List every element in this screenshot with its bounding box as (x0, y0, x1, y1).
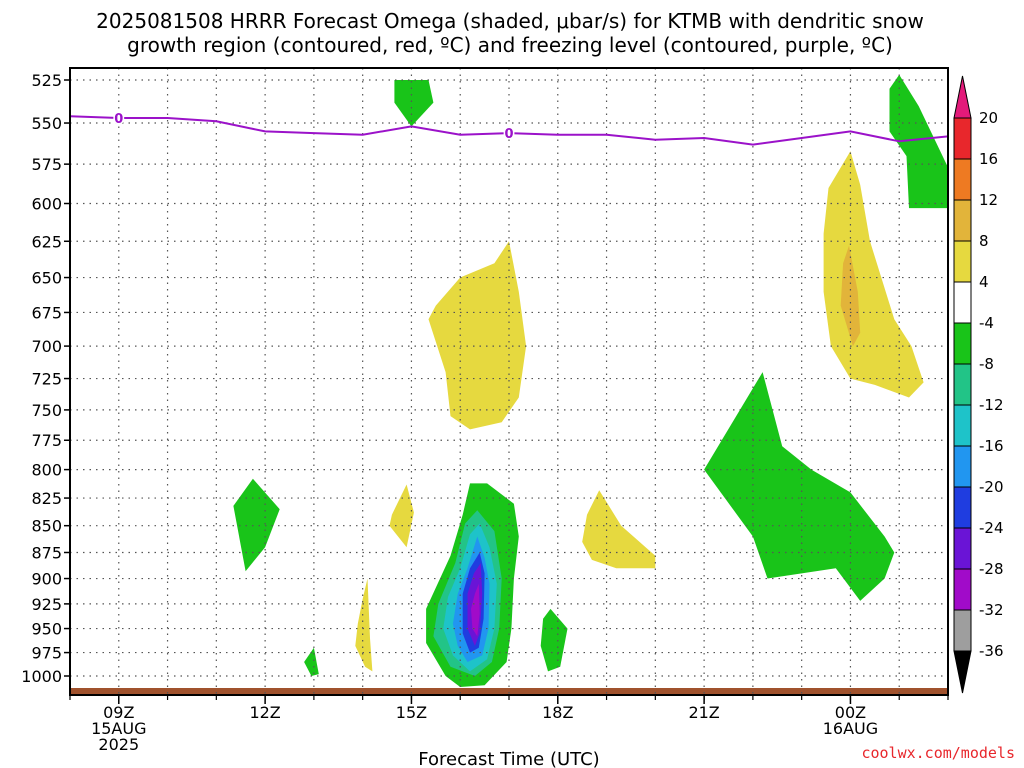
y-tick-label: 800 (31, 461, 62, 480)
colorbar-swatch (953, 527, 972, 570)
x-tick-label: 15AUG (91, 719, 146, 738)
x-tick-label: 21Z (688, 703, 719, 722)
colorbar: 20 16 12 8 4 -4 -8 -12 -16 -20 -24 -28 -32 -36 (953, 75, 1004, 694)
x-tick-label: 18Z (542, 703, 573, 722)
freezing-level-layer: 00 (70, 110, 948, 146)
colorbar-swatch (953, 609, 972, 652)
colorbar-arrow-top (953, 75, 972, 119)
y-axis: 525 550 575 600 625 650 675 700 725 750 775 800 825 8… (21, 71, 70, 686)
terrain-surface (70, 688, 948, 695)
y-tick-label: 575 (31, 155, 62, 174)
freezing-level-label: 0 (114, 112, 123, 127)
y-tick-label: 725 (31, 370, 62, 389)
colorbar-swatch (953, 363, 972, 406)
x-axis-label: Forecast Time (UTC) (418, 749, 599, 768)
y-tick-label: 850 (31, 517, 62, 536)
omega-region (304, 647, 319, 676)
x-tick-label: 00Z (835, 703, 866, 722)
omega-region (889, 74, 948, 209)
colorbar-label: 8 (979, 232, 989, 250)
colorbar-label: -4 (979, 314, 994, 332)
omega-region (355, 578, 373, 672)
omega-shading-layer (233, 74, 948, 687)
omega-region (394, 80, 434, 127)
colorbar-swatch (953, 240, 972, 283)
y-tick-label: 875 (31, 543, 62, 562)
omega-region (471, 583, 480, 637)
freezing-level-line (70, 115, 948, 146)
colorbar-swatch (953, 281, 972, 324)
terrain-layer (70, 688, 948, 695)
omega-region (540, 608, 568, 672)
colorbar-swatch (953, 404, 972, 447)
colorbar-swatch (953, 199, 972, 242)
colorbar-label: 16 (979, 150, 998, 168)
y-tick-label: 675 (31, 303, 62, 322)
colorbar-label: -16 (979, 437, 1004, 455)
x-tick-label: 12Z (249, 703, 280, 722)
colorbar-label: -12 (979, 396, 1004, 414)
omega-region (582, 490, 656, 569)
colorbar-label: 12 (979, 191, 998, 209)
colorbar-label: -36 (979, 642, 1004, 660)
y-tick-label: 550 (31, 114, 62, 133)
y-tick-label: 600 (31, 195, 62, 214)
y-tick-label: 950 (31, 620, 62, 639)
colorbar-label: 20 (979, 109, 998, 127)
y-tick-label: 975 (31, 644, 62, 663)
y-tick-label: 825 (31, 489, 62, 508)
chart-title-line2: growth region (contoured, red, ºC) and f… (127, 33, 893, 57)
colorbar-swatch (953, 486, 972, 529)
x-tick-label: 09Z (103, 703, 134, 722)
colorbar-label: -28 (979, 560, 1004, 578)
colorbar-label: -20 (979, 478, 1004, 496)
y-tick-label: 900 (31, 570, 62, 589)
omega-region (389, 484, 414, 548)
y-tick-label: 650 (31, 269, 62, 288)
colorbar-swatch (953, 158, 972, 201)
colorbar-label: 4 (979, 273, 989, 291)
gridlines (70, 68, 948, 695)
omega-region (823, 151, 924, 398)
y-tick-label: 525 (31, 71, 62, 90)
colorbar-label: -32 (979, 601, 1004, 619)
omega-region (704, 372, 895, 601)
colorbar-swatch (953, 322, 972, 365)
y-tick-label: 700 (31, 337, 62, 356)
credit-text: coolwx.com/models (861, 744, 1015, 762)
colorbar-swatch (953, 568, 972, 611)
colorbar-swatch (953, 445, 972, 488)
y-tick-label: 775 (31, 431, 62, 450)
y-tick-label: 1000 (21, 667, 62, 686)
y-tick-label: 625 (31, 232, 62, 251)
omega-region (233, 478, 280, 572)
colorbar-label: -8 (979, 355, 994, 373)
x-tick-label: 15Z (396, 703, 427, 722)
omega-region (428, 241, 527, 430)
x-tick-label: 2025 (98, 735, 139, 754)
colorbar-label: -24 (979, 519, 1004, 537)
y-tick-label: 925 (31, 595, 62, 614)
colorbar-swatch (953, 117, 972, 160)
colorbar-arrow-bottom (953, 650, 972, 694)
freezing-level-label: 0 (504, 127, 513, 142)
chart-title-line1: 2025081508 HRRR Forecast Omega (shaded, … (96, 9, 924, 33)
y-tick-label: 750 (31, 401, 62, 420)
x-tick-label: 16AUG (823, 719, 878, 738)
